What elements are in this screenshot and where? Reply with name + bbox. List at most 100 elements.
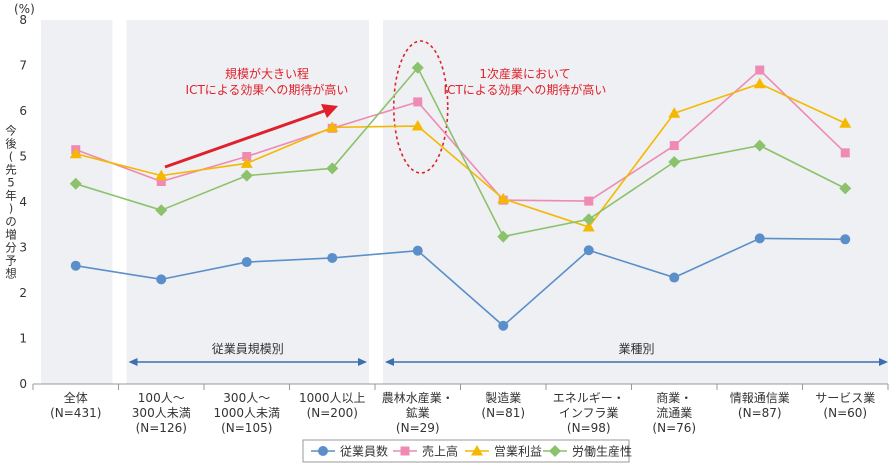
size-note-line: 規模が大きい程 (225, 66, 309, 81)
size-bracket-arrowhead-left (128, 358, 138, 366)
highlight-ellipse (392, 40, 449, 174)
x-tick-label: 1000人未満 (213, 406, 280, 420)
data-point (668, 155, 681, 168)
series-circle (70, 233, 851, 331)
y-axis-label-char: 分 (5, 241, 17, 255)
x-tick-label: 商業・ (656, 390, 692, 405)
x-tick-label: (N=87) (738, 406, 782, 420)
data-point (242, 152, 252, 161)
data-point (327, 252, 338, 263)
data-point (326, 121, 339, 132)
x-tick-label: エネルギー・ (553, 391, 625, 405)
x-tick-label: (N=126) (136, 421, 187, 435)
legend-marker (471, 445, 483, 456)
data-point (753, 139, 766, 152)
data-point (155, 204, 168, 217)
y-tick-label: 6 (19, 104, 27, 118)
data-point (70, 260, 81, 271)
data-point (839, 182, 852, 195)
x-tick-label: 300人未満 (132, 406, 191, 420)
y-tick-label: 7 (19, 59, 27, 73)
size-bracket-label: 従業員規模別 (212, 341, 284, 356)
series-diamond (69, 61, 852, 243)
y-tick-label: 8 (19, 13, 27, 27)
series-triangle (69, 77, 852, 232)
data-point (498, 320, 509, 331)
series-line (75, 66, 846, 238)
legend-marker (400, 446, 410, 456)
data-point (584, 196, 594, 206)
data-point (497, 192, 510, 204)
x-tick-label: (N=76) (652, 421, 696, 435)
x-tick-label: (N=105) (221, 421, 272, 435)
x-tick-label: (N=431) (50, 406, 101, 420)
data-point (411, 61, 424, 74)
size-trend-arrow (164, 108, 328, 169)
y-axis-label-char: ( (9, 150, 14, 164)
y-axis-label-char: 後 (5, 137, 17, 151)
data-point (497, 230, 510, 243)
data-point (413, 97, 423, 107)
x-tick-label: 100人～ (138, 391, 185, 405)
x-tick-label: (N=200) (307, 406, 358, 420)
data-point (156, 274, 167, 285)
y-axis-label-char: の (5, 215, 17, 229)
y-tick-label: 5 (19, 150, 27, 164)
data-point (669, 272, 680, 283)
size-trend-arrowhead (321, 104, 338, 118)
x-tick-label: (N=29) (396, 421, 440, 435)
x-tick-marks (32, 384, 889, 390)
legend-label: 営業利益 (494, 445, 542, 459)
legend-marker (318, 446, 328, 456)
y-axis-label-char: ) (9, 202, 14, 216)
x-tick-labels: 全体(N=431)100人～300人未満(N=126)300人～1000人未満(… (50, 390, 875, 435)
y-tick-label: 4 (19, 195, 27, 209)
y-axis-label-char: 予 (5, 254, 17, 268)
x-tick-label: インフラ業 (559, 406, 619, 420)
y-axis-label-char: 増 (5, 228, 17, 242)
industry-note-line: 1次産業において (479, 66, 570, 81)
data-point (326, 162, 339, 175)
band-industry (383, 20, 888, 384)
x-tick-label: 農林水産業・ (382, 390, 454, 405)
x-tick-label: 300人～ (223, 391, 270, 405)
x-tick-label: 鉱業 (406, 405, 430, 420)
industry-bracket-label: 業種別 (618, 342, 654, 356)
y-axis-label-char: 今 (5, 124, 17, 138)
data-point (840, 234, 851, 245)
x-tick-label: 全体 (64, 390, 88, 405)
data-point (412, 245, 423, 256)
x-tick-label: 1000人以上 (299, 391, 366, 405)
x-tick-label: サービス業 (815, 391, 875, 405)
data-point (754, 233, 765, 244)
legend-label: 労働生産性 (572, 444, 632, 459)
x-tick-label: (N=98) (567, 421, 611, 435)
industry-bracket-arrowhead-left (385, 358, 394, 366)
data-point (155, 169, 168, 181)
legend-marker (549, 445, 561, 457)
y-tick-labels: 0 1 2 3 4 5 6 7 8 (19, 13, 27, 391)
data-point (411, 120, 424, 131)
series-line (75, 237, 846, 327)
data-point (669, 141, 679, 151)
legend: 従業員数 売上高 営業利益 労働生産性 (302, 439, 632, 463)
y-axis-label-char: 先 (5, 163, 17, 177)
y-axis-label-char: 5 (7, 176, 14, 190)
background-bands (41, 20, 888, 384)
size-note-line: ICTによる効果への期待が高い (186, 82, 349, 97)
x-tick-label: 流通業 (656, 406, 692, 420)
series-line (75, 82, 846, 228)
y-tick-label: 0 (19, 377, 27, 391)
y-axis-label-char: 想 (5, 267, 17, 281)
data-point (582, 221, 595, 232)
size-bracket-arrowhead-right (358, 358, 367, 366)
data-point (582, 213, 595, 226)
data-point (240, 169, 253, 182)
band-total (41, 20, 113, 384)
data-point (753, 77, 766, 89)
y-tick-label: 1 (19, 332, 27, 346)
annotations: 規模が大きい程ICTによる効果への期待が高い1次産業においてICTによる効果への… (164, 40, 606, 174)
data-point (69, 177, 82, 190)
